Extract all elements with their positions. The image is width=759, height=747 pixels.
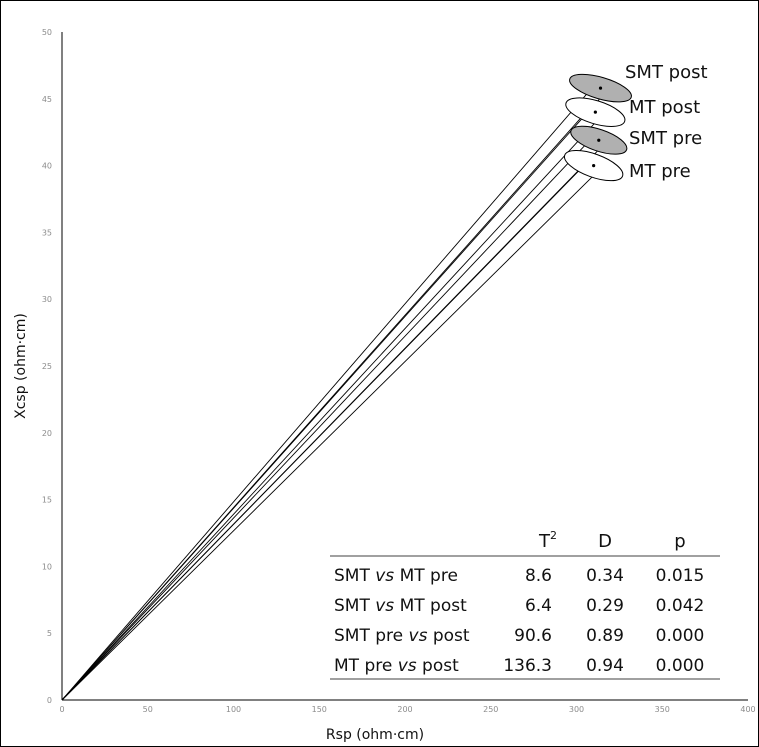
y-tick-label: 35: [42, 228, 52, 237]
table-cell-p: 0.000: [656, 656, 705, 676]
table-row-label: MT pre vs post: [334, 656, 459, 676]
x-tick-label: 250: [483, 705, 498, 714]
x-tick-label: 400: [740, 705, 755, 714]
y-tick-label: 10: [42, 562, 52, 571]
table-cell-p: 0.000: [656, 626, 705, 646]
series-label: MT pre: [629, 161, 691, 182]
vector-line: [61, 170, 599, 701]
y-tick-label: 15: [42, 496, 52, 505]
series-label: MT post: [629, 97, 700, 118]
table-cell-p: 0.042: [656, 596, 705, 616]
x-tick-label: 50: [143, 705, 153, 714]
mean-point: [598, 86, 603, 90]
vector-lines: [61, 83, 606, 701]
table-header-p: p: [674, 531, 685, 552]
vector-line: [61, 83, 596, 701]
series-label: SMT pre: [629, 128, 702, 149]
y-tick-label: 45: [42, 95, 52, 104]
x-tick-label: 100: [226, 705, 241, 714]
table-cell-p: 0.015: [656, 566, 705, 586]
mean-point: [597, 138, 601, 142]
y-tick-label: 5: [47, 629, 52, 638]
x-tick-label: 350: [655, 705, 670, 714]
y-axis-title: Xcsp (ohm·cm): [13, 313, 29, 419]
vector-line: [61, 160, 590, 701]
confidence-ellipses: [563, 73, 632, 182]
table-cell-d: 0.89: [586, 626, 624, 646]
y-tick-label: 40: [42, 162, 52, 171]
x-tick-label: 200: [397, 705, 412, 714]
x-tick-label: 300: [569, 705, 584, 714]
x-tick-label: 150: [312, 705, 327, 714]
superscript: 2: [550, 529, 557, 542]
vector-line: [61, 107, 591, 701]
vector-line: [61, 116, 601, 701]
series-label: SMT post: [625, 62, 708, 83]
y-tick-label: 25: [42, 362, 52, 371]
y-tick-label: 50: [42, 28, 52, 37]
y-tick-label: 0: [47, 696, 52, 705]
table-cell-t2: 8.6: [525, 566, 552, 586]
table-header-t2: T2: [538, 529, 557, 552]
mean-point: [592, 164, 596, 168]
table-row-label: SMT vs MT pre: [334, 566, 458, 586]
series-labels: SMT post MT post SMT pre MT pre: [625, 62, 708, 182]
table-row-label: SMT pre vs post: [334, 626, 470, 646]
x-axis-title: Rsp (ohm·cm): [326, 727, 424, 743]
table-cell-t2: 90.6: [514, 626, 552, 646]
table-cell-t2: 6.4: [525, 596, 552, 616]
y-tick-label: 20: [42, 429, 52, 438]
table-row-label: SMT vs MT post: [334, 596, 467, 616]
mean-point: [593, 110, 597, 114]
table-cell-d: 0.34: [586, 566, 624, 586]
table-cell-t2: 136.3: [503, 656, 552, 676]
axes: 0 5 10 15 20 25 30 35 40 45 50 0 50 100 150 200 250 300 35…: [42, 28, 756, 714]
table-cell-d: 0.29: [586, 596, 624, 616]
vector-line: [61, 135, 595, 701]
table-header-d: D: [598, 531, 612, 552]
table-cell-d: 0.94: [586, 656, 624, 676]
x-tick-label: 0: [59, 705, 64, 714]
y-tick-label: 30: [42, 295, 52, 304]
